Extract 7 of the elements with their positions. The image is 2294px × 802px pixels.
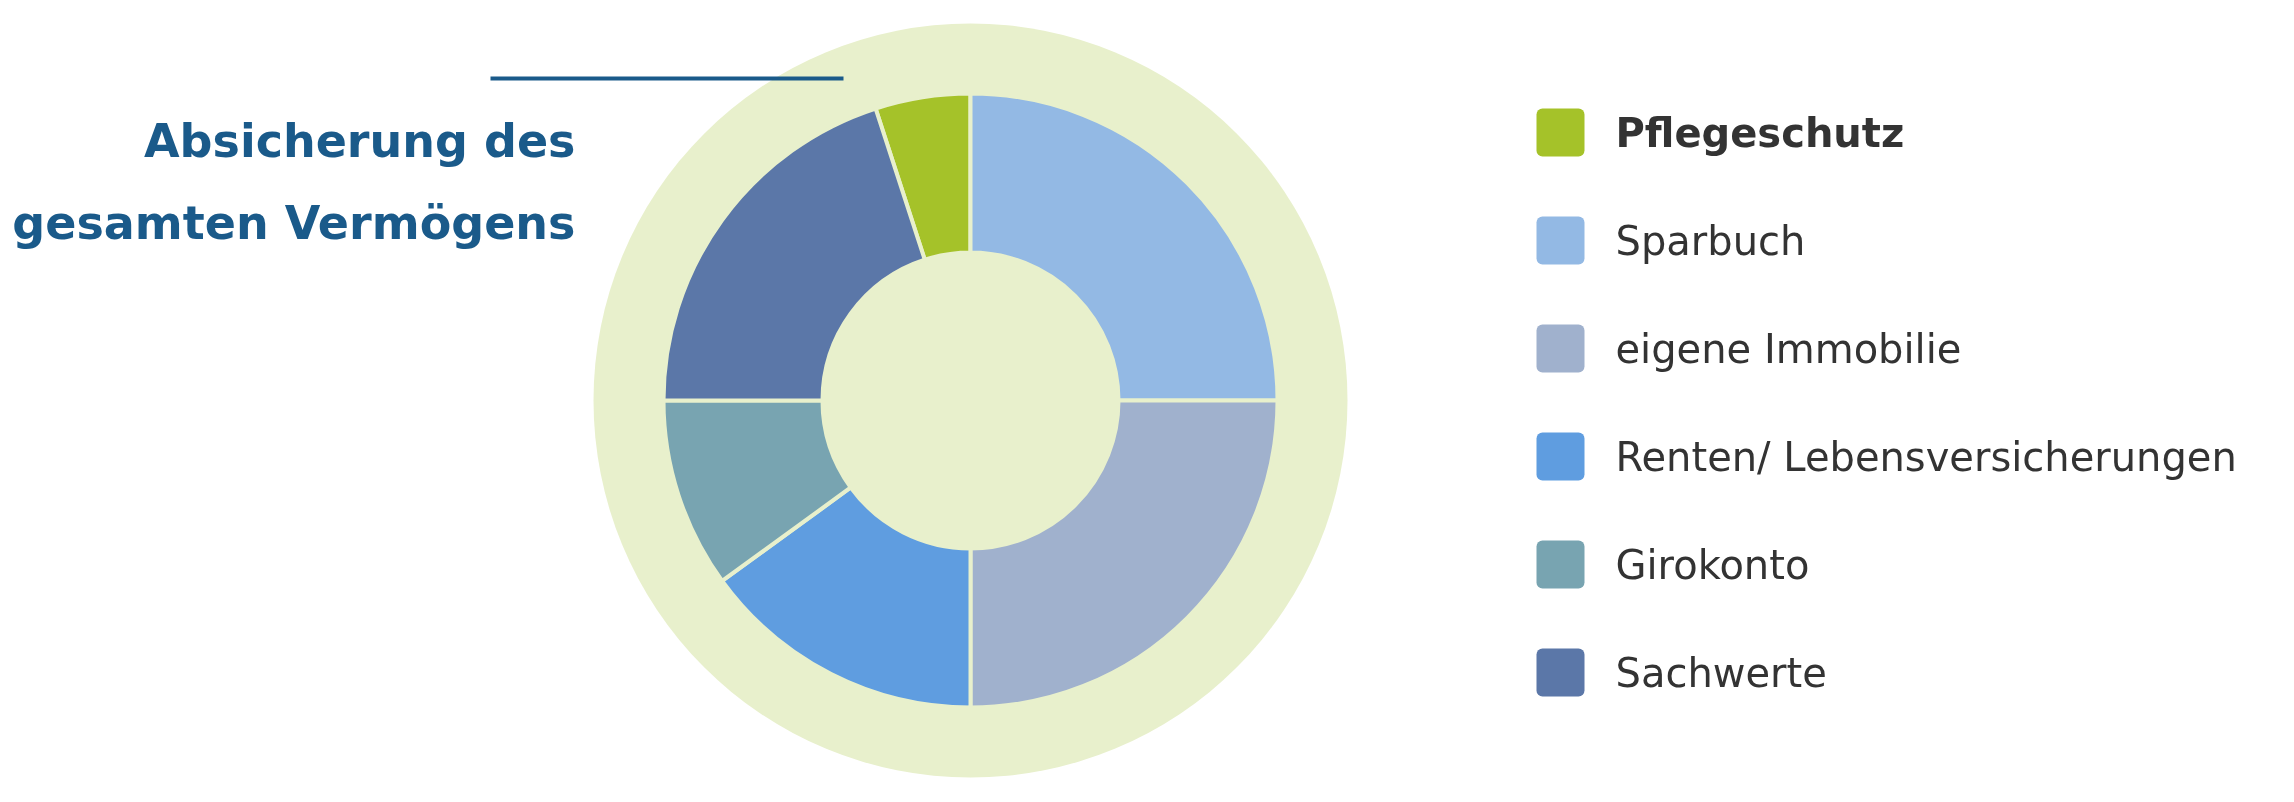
legend-label: Pflegeschutz — [1615, 109, 1905, 156]
legend-label: Girokonto — [1615, 541, 1810, 588]
legend-label: eigene Immobilie — [1615, 325, 1962, 372]
legend-label: Sparbuch — [1615, 217, 1806, 264]
text: Absicherung des gesamten Vermögens — [12, 113, 576, 250]
legend-label: Renten/ Lebensversicherungen — [1615, 433, 2237, 480]
legend-label: Sachwerte — [1615, 649, 1827, 696]
